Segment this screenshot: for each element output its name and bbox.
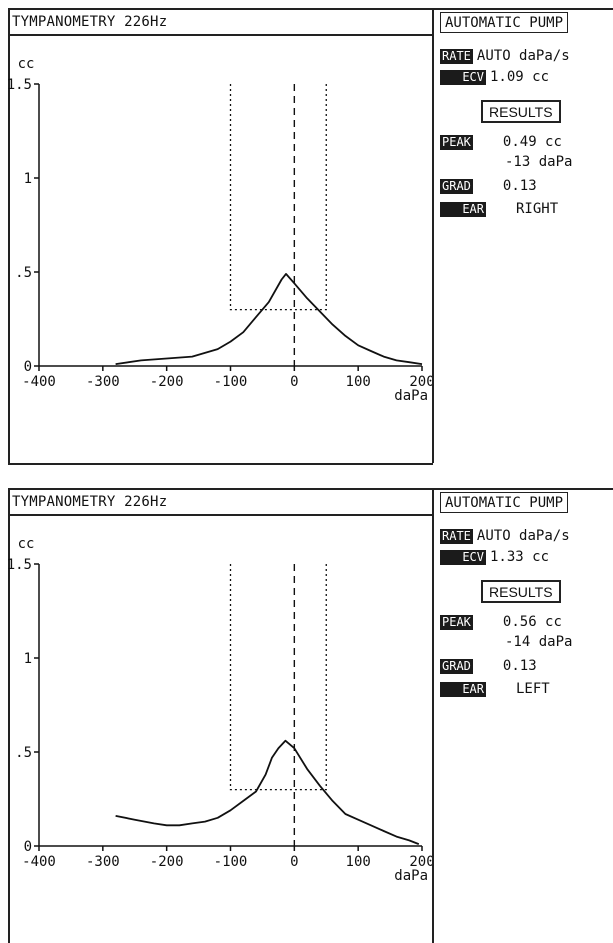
- pump-mode-label: AUTOMATIC PUMP: [440, 492, 569, 513]
- compliance-curve: [115, 272, 423, 365]
- panel-left-border: [8, 8, 10, 463]
- title-rule: [8, 514, 433, 516]
- y-tick-label: 1.5: [8, 77, 32, 93]
- ecv-row: ECV 1.09 cc: [440, 69, 549, 85]
- x-tick-label: -300: [86, 854, 120, 870]
- grad-tag: GRAD: [440, 179, 473, 194]
- peak-row: PEAK 0.56 cc: [440, 614, 562, 630]
- peak-tag: PEAK: [440, 615, 473, 630]
- results-heading: RESULTS: [481, 580, 561, 603]
- y-tick-label: .5: [15, 745, 32, 761]
- x-tick-label: 100: [346, 374, 371, 390]
- panel-left-border: [8, 488, 10, 943]
- ecv-value: 1.09 cc: [490, 69, 550, 85]
- ecv-row: ECV 1.33 cc: [440, 549, 549, 565]
- x-axis-label: daPa: [394, 868, 428, 884]
- tympanogram-chart: 0 .5 1 1.5 -400 -300 -200 -100 0 100 200 cc daPa: [8, 56, 432, 404]
- x-axis-label: daPa: [394, 388, 428, 404]
- rate-row: RATE AUTO daPa/s: [440, 528, 570, 544]
- tympanogram-panel-right: TYMPANOMETRY 226Hz 0 .5 1 1.5 -400 -300 -200 -1…: [0, 8, 613, 465]
- y-tick-label: 1.5: [8, 557, 32, 573]
- rate-row: RATE AUTO daPa/s: [440, 48, 570, 64]
- peak-tag: PEAK: [440, 135, 473, 150]
- rate-value: AUTO daPa/s: [476, 528, 570, 544]
- grad-value: 0.13: [502, 178, 537, 194]
- compliance-curve: [115, 739, 420, 845]
- panel-divider: [432, 8, 434, 463]
- x-tick-label: -400: [22, 854, 56, 870]
- ecv-value: 1.33 cc: [490, 549, 550, 565]
- chart-title: TYMPANOMETRY 226Hz: [12, 14, 168, 30]
- ecv-tag: ECV: [440, 70, 486, 85]
- ear-value: RIGHT: [516, 201, 559, 217]
- grad-row: GRAD 0.13: [440, 178, 537, 194]
- peak-cc-value: 0.56 cc: [502, 614, 562, 630]
- panel-top-border: [8, 8, 613, 10]
- rate-tag: RATE: [440, 49, 473, 64]
- results-sidebar: AUTOMATIC PUMP RATE AUTO daPa/s ECV 1.33 c…: [437, 488, 613, 943]
- ecv-tag: ECV: [440, 550, 486, 565]
- y-axis-label: cc: [18, 536, 35, 552]
- peak-dapa-value: -13 daPa: [505, 154, 573, 170]
- peak-cc-value: 0.49 cc: [502, 134, 562, 150]
- peak-dapa-value: -14 daPa: [505, 634, 573, 650]
- ear-tag: EAR: [440, 202, 486, 217]
- title-rule: [8, 34, 433, 36]
- x-tick-label: -300: [86, 374, 120, 390]
- x-tick-label: -200: [150, 374, 184, 390]
- panel-bottom-border: [8, 463, 433, 465]
- y-tick-label: 0: [24, 839, 32, 855]
- ear-row: EAR LEFT: [440, 681, 550, 697]
- x-tick-label: 200: [409, 374, 432, 390]
- x-tick-label: 0: [290, 374, 298, 390]
- tympanogram-panel-left: TYMPANOMETRY 226Hz 0 .5 1 1.5 -400 -300 -200 -1…: [0, 488, 613, 943]
- panel-divider: [432, 488, 434, 943]
- chart-title: TYMPANOMETRY 226Hz: [12, 494, 168, 510]
- y-tick-label: .5: [15, 265, 32, 281]
- x-tick-label: -400: [22, 374, 56, 390]
- ear-row: EAR RIGHT: [440, 201, 558, 217]
- x-tick-label: -200: [150, 854, 184, 870]
- results-sidebar: AUTOMATIC PUMP RATE AUTO daPa/s ECV 1.09 c…: [437, 8, 613, 463]
- grad-row: GRAD 0.13: [440, 658, 537, 674]
- normal-range-box: [229, 564, 327, 791]
- peak-row: PEAK 0.49 cc: [440, 134, 562, 150]
- y-tick-label: 1: [24, 651, 32, 667]
- rate-value: AUTO daPa/s: [476, 48, 570, 64]
- y-tick-label: 1: [24, 171, 32, 187]
- results-heading: RESULTS: [481, 100, 561, 123]
- pump-mode-label: AUTOMATIC PUMP: [440, 12, 569, 33]
- y-tick-label: 0: [24, 359, 32, 375]
- ear-tag: EAR: [440, 682, 486, 697]
- rate-tag: RATE: [440, 529, 473, 544]
- x-tick-label: -100: [214, 854, 248, 870]
- x-tick-label: -100: [214, 374, 248, 390]
- ear-value: LEFT: [516, 681, 550, 697]
- normal-range-box: [229, 84, 327, 311]
- x-tick-label: 200: [409, 854, 432, 870]
- panel-top-border: [8, 488, 613, 490]
- y-axis-label: cc: [18, 56, 35, 72]
- grad-tag: GRAD: [440, 659, 473, 674]
- x-tick-label: 0: [290, 854, 298, 870]
- tympanogram-chart: 0 .5 1 1.5 -400 -300 -200 -100 0 100 200 cc daPa: [8, 536, 432, 884]
- x-tick-label: 100: [346, 854, 371, 870]
- grad-value: 0.13: [502, 658, 537, 674]
